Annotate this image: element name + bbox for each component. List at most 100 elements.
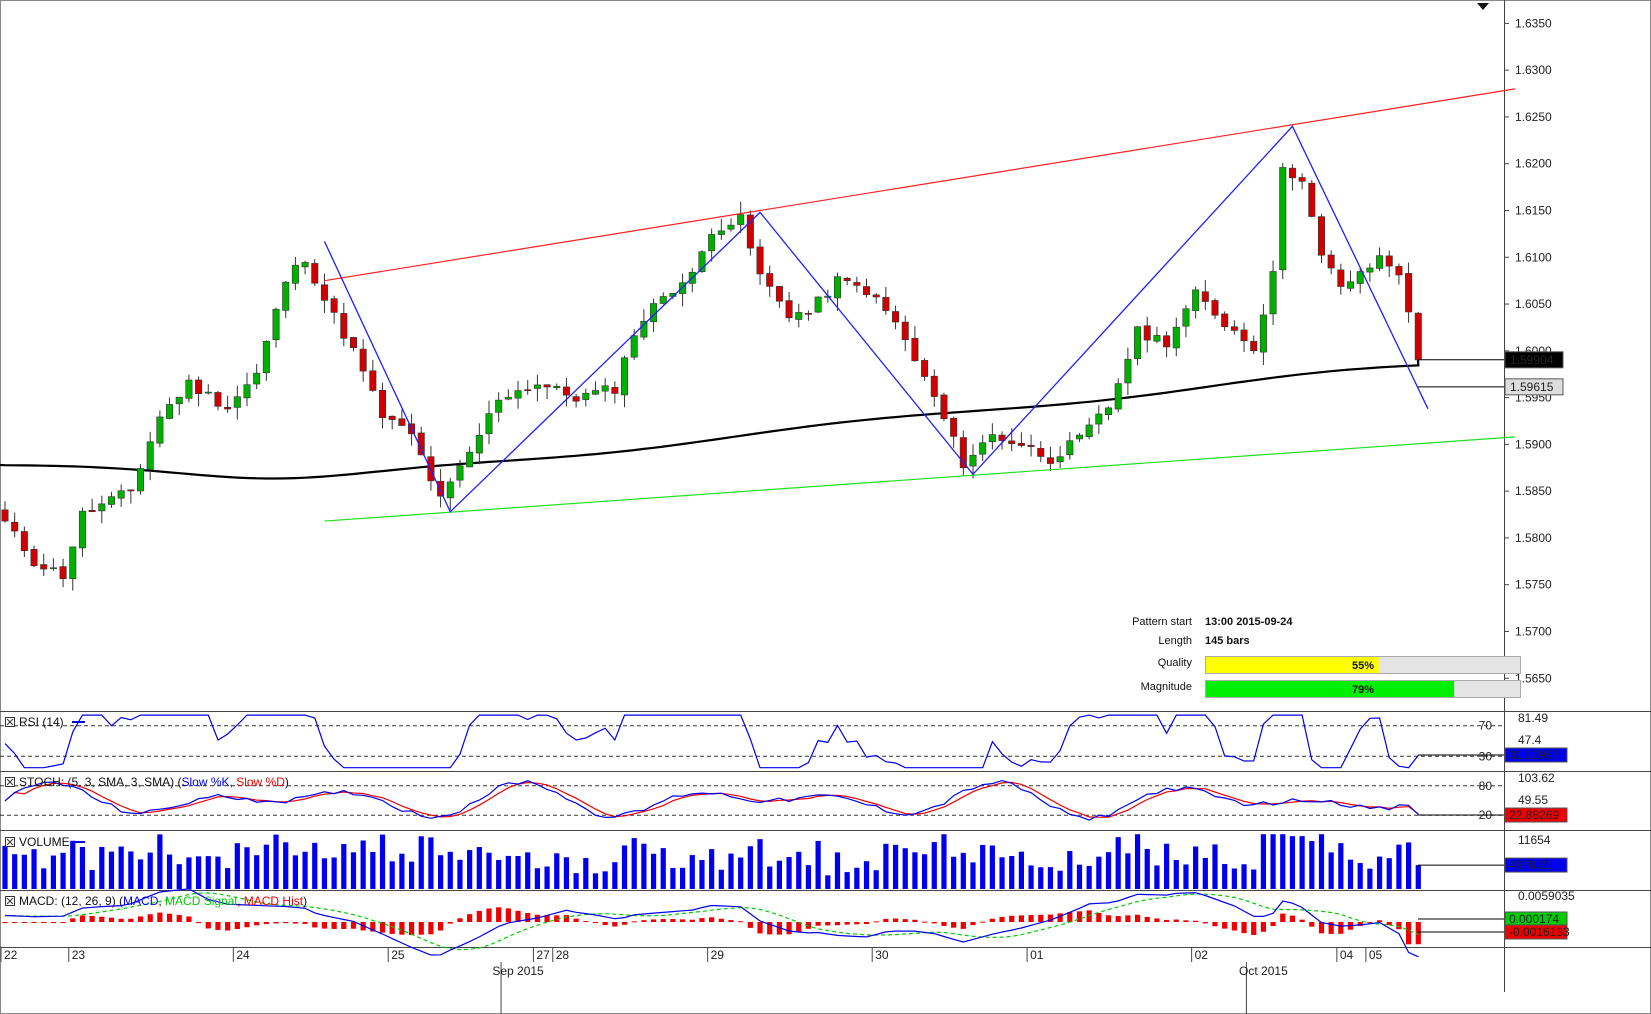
candle [1347, 270, 1355, 292]
macd-hist-bar [283, 922, 289, 924]
candle-body [291, 264, 299, 284]
macd-hist-bar [951, 922, 957, 928]
candle-body [156, 416, 164, 444]
candle [892, 305, 900, 330]
price-tick-label: 1.6050 [1515, 297, 1552, 311]
candle-body [979, 442, 987, 455]
macd-hist-bar [941, 922, 947, 926]
volume-bar [1415, 865, 1421, 889]
candle-body [98, 503, 106, 512]
current-price-box [1504, 378, 1564, 396]
volume-bar [1076, 864, 1083, 889]
macd-hist-bar [1144, 916, 1150, 922]
candle-body [833, 276, 841, 299]
macd-hist-bar [186, 916, 192, 922]
candle-body [756, 246, 764, 275]
volume-bar [863, 861, 870, 889]
candle-body [224, 406, 232, 410]
candle-body [746, 214, 754, 249]
price-tick-label: 1.6200 [1515, 157, 1552, 171]
macd-hist-bar [718, 918, 724, 922]
macd-hist-bar [1415, 922, 1421, 945]
candle [1201, 280, 1209, 310]
candle-body [49, 567, 57, 570]
volume-bar [79, 846, 86, 889]
candle-body [272, 308, 280, 341]
macd-hist-bar [1289, 915, 1296, 922]
macd-hist-bar [621, 922, 628, 925]
volume-bar [1202, 857, 1208, 889]
macd-hist-bar [118, 918, 124, 922]
volume-bar [1154, 865, 1160, 889]
candle-body [330, 298, 338, 313]
moving-average-line [0, 359, 1420, 480]
candle [514, 380, 522, 409]
candle-body [988, 434, 996, 443]
volume-bar [89, 869, 95, 889]
macd-hist-bar [680, 919, 686, 922]
candle-body [301, 262, 309, 268]
macd-hist-bar [1357, 922, 1363, 927]
volume-bar [1173, 860, 1179, 889]
candle-body [1308, 182, 1316, 217]
macd-hist-bar [1406, 922, 1412, 945]
candle [1269, 260, 1277, 326]
macd-hist-bar [447, 922, 453, 924]
candle-body [1143, 325, 1151, 341]
month-label: Sep 2015 [492, 964, 544, 978]
dropdown-arrow-icon[interactable] [1477, 3, 1489, 10]
macd-hist-bar [863, 922, 870, 925]
candle-body [901, 321, 909, 341]
candle-body [1153, 335, 1161, 342]
macd-hist-bar [157, 912, 163, 922]
candle-body [456, 465, 464, 481]
price-axis: 1.6350 1.6300 1.6250 1.6200 1.6150 1.6100 1.60… [1418, 16, 1564, 685]
candle-body [1250, 340, 1258, 352]
macd-hist-bar [699, 918, 705, 922]
candle [921, 358, 929, 381]
macd-signal-line [4, 892, 1419, 951]
candle [1259, 303, 1267, 365]
macd-hist-bar [302, 922, 308, 924]
volume-bar [854, 867, 860, 889]
candle-body [475, 435, 483, 454]
candle-body [437, 481, 445, 497]
macd-hist-current-value: -0.0016133 [1509, 925, 1570, 939]
volume-bar [157, 834, 163, 889]
macd-hist-bar [1396, 922, 1402, 930]
macd-hist-bar [515, 910, 521, 922]
candle [1327, 250, 1335, 275]
volume-bar [980, 844, 986, 889]
candle [340, 302, 348, 347]
candle-body [969, 454, 977, 467]
candle [775, 286, 783, 308]
candle-body [1395, 266, 1403, 276]
macd-hist-bar [1241, 922, 1247, 934]
candle [698, 250, 706, 273]
volume-bar [370, 851, 376, 889]
candle [1308, 179, 1316, 218]
candle [756, 239, 764, 285]
quality-value: 55% [1352, 660, 1374, 672]
macd-hist-bar [592, 922, 599, 924]
candle-body [1172, 326, 1180, 349]
candle [1414, 311, 1422, 361]
rsi-line [4, 714, 1419, 769]
stoch-current-value: 22.88269 [1509, 808, 1559, 822]
macd-hist-bar [767, 922, 773, 935]
candle [1356, 267, 1364, 294]
volume-bar [350, 852, 357, 889]
candle [746, 210, 754, 256]
candle-body [204, 391, 212, 394]
candle-body [359, 348, 367, 372]
candle-body [1085, 424, 1093, 438]
volume-bar [12, 854, 18, 889]
price-tick-label: 1.6250 [1515, 110, 1552, 124]
candle [49, 558, 57, 571]
candle-body [137, 468, 145, 492]
macd-title-text: MACD: (12, 26, 9) (MACD, MACD Signal, MA… [19, 894, 307, 908]
day-label: 01 [1030, 948, 1044, 962]
volume-bar [951, 856, 957, 889]
candle-body [504, 397, 512, 400]
